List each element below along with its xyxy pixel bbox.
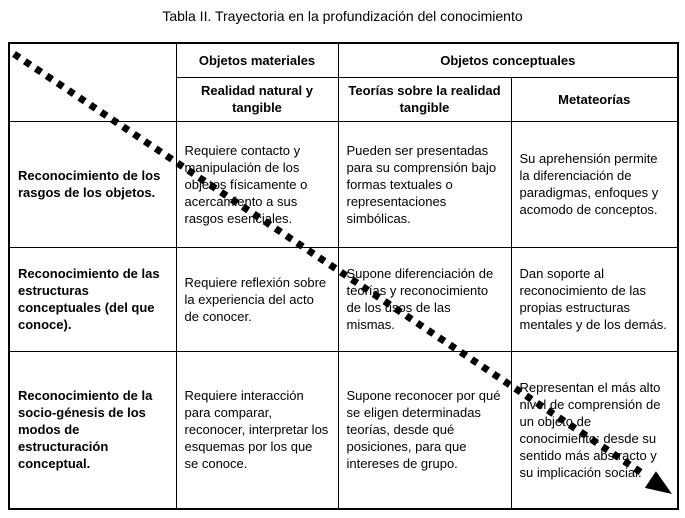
column-header-teorias: Teorías sobre la realidad tangible [337, 76, 512, 122]
table-title: Tabla II. Trayectoria en la profundizaci… [162, 8, 523, 24]
table-row: Reconocimiento de los rasgos de los obje… [8, 120, 679, 248]
cell-socio-genesis-teorias: Supone reconocer por qué se eligen deter… [337, 350, 512, 510]
knowledge-trajectory-table: Objetos materiales Objetos conceptuales … [8, 42, 679, 510]
row-label-rasgos: Reconocimiento de los rasgos de los obje… [8, 120, 177, 248]
corner-cell [8, 42, 177, 122]
cell-rasgos-realidad: Requiere contacto y manipulación de los … [175, 120, 339, 248]
cell-socio-genesis-metateorias: Representan el más alto nivel de compren… [510, 350, 679, 510]
table-row: Reconocimiento de las estructuras concep… [8, 246, 679, 352]
row-label-socio-genesis: Reconocimiento de la socio-génesis de lo… [8, 350, 177, 510]
row-label-estructuras: Reconocimiento de las estructuras concep… [8, 246, 177, 352]
column-header-metateorias: Metateorías [510, 76, 679, 122]
group-header-objetos-conceptuales: Objetos conceptuales [337, 42, 679, 78]
cell-estructuras-realidad: Requiere reflexión sobre la experiencia … [175, 246, 339, 352]
cell-rasgos-metateorias: Su aprehensión permite la diferenciación… [510, 120, 679, 248]
table-row: Reconocimiento de la socio-génesis de lo… [8, 350, 679, 510]
cell-estructuras-teorias: Supone diferenciación de teorías y recon… [337, 246, 512, 352]
column-header-realidad-natural: Realidad natural y tangible [175, 76, 339, 122]
group-header-objetos-materiales: Objetos materiales [175, 42, 339, 78]
cell-estructuras-metateorias: Dan soporte al reconocimiento de las pro… [510, 246, 679, 352]
cell-socio-genesis-realidad: Requiere interacción para comparar, reco… [175, 350, 339, 510]
cell-rasgos-teorias: Pueden ser presentadas para su comprensi… [337, 120, 512, 248]
